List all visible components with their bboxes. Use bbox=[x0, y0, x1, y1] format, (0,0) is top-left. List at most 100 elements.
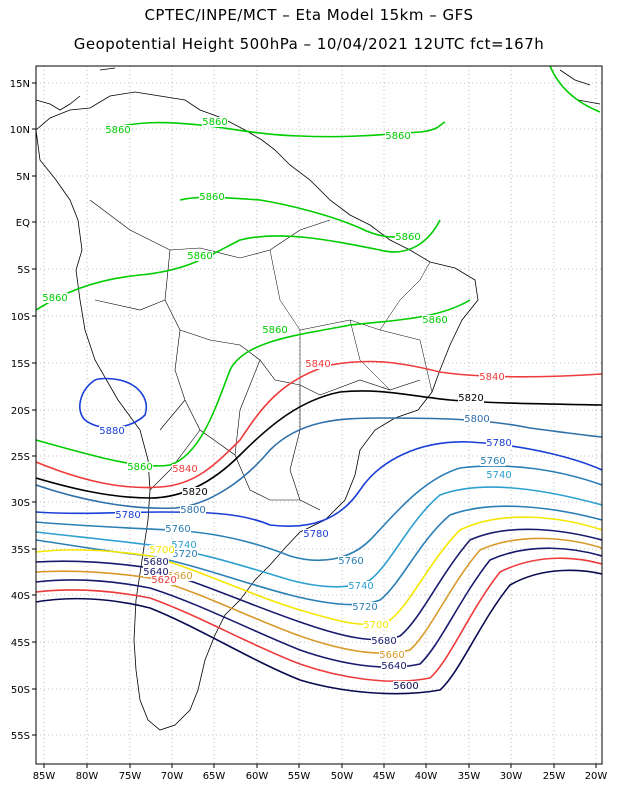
contour-label-background bbox=[305, 359, 331, 369]
contour-label: 5860 bbox=[395, 232, 420, 243]
contour-label-background bbox=[480, 456, 506, 466]
latitude-label: 5S bbox=[17, 265, 30, 276]
latitude-label: 5N bbox=[16, 172, 30, 183]
contour-label: 5820 bbox=[458, 393, 483, 404]
contour-label-background bbox=[486, 438, 512, 448]
contour-label: 5880 bbox=[99, 426, 124, 437]
latitude-label: 10N bbox=[10, 125, 30, 136]
contour-label: 5860 bbox=[262, 325, 287, 336]
contour-label: 5660 bbox=[167, 571, 192, 582]
contour-label-background bbox=[348, 581, 374, 591]
contour-label: 5800 bbox=[464, 414, 489, 425]
longitude-label: 25W bbox=[543, 771, 566, 782]
longitude-label: 30W bbox=[500, 771, 523, 782]
longitude-label: 70W bbox=[161, 771, 184, 782]
contour-label-background bbox=[371, 636, 397, 646]
contour-label: 5600 bbox=[393, 681, 418, 692]
contour-label: 5680 bbox=[143, 557, 168, 568]
longitude-label: 75W bbox=[119, 771, 142, 782]
latitude-label: 15N bbox=[10, 79, 30, 90]
contour-label-background bbox=[352, 602, 378, 612]
contour-label: 5720 bbox=[172, 549, 197, 560]
longitude-label: 65W bbox=[203, 771, 226, 782]
contour-label-background bbox=[199, 192, 225, 202]
contour-lines bbox=[36, 66, 602, 695]
contour-5880 bbox=[79, 377, 147, 429]
contour-label-background bbox=[167, 571, 193, 581]
contour-label-background bbox=[180, 505, 206, 515]
country-borders bbox=[89, 199, 421, 511]
contour-label-background bbox=[172, 464, 198, 474]
longitude-label: 60W bbox=[246, 771, 269, 782]
contour-label-background bbox=[165, 524, 191, 534]
contour-label: 5860 bbox=[202, 117, 227, 128]
contour-5860 bbox=[179, 196, 411, 238]
latitude-label: 50S bbox=[11, 685, 30, 696]
contour-5760 bbox=[36, 465, 602, 562]
contour-label: 5760 bbox=[480, 456, 505, 467]
contour-5840 bbox=[36, 360, 602, 489]
contour-5820 bbox=[36, 390, 602, 499]
contour-label: 5740 bbox=[348, 581, 373, 592]
contour-label-background bbox=[143, 567, 169, 577]
contour-label-background bbox=[338, 556, 364, 566]
longitude-label: 45W bbox=[373, 771, 396, 782]
axis-ticks bbox=[32, 82, 597, 768]
contour-label-background bbox=[486, 470, 512, 480]
contour-5860 bbox=[104, 121, 446, 138]
contour-label-background bbox=[105, 125, 131, 135]
contour-5860 bbox=[549, 66, 601, 113]
contour-label-background bbox=[127, 462, 153, 472]
latitude-label: EQ bbox=[16, 218, 30, 229]
contour-5640 bbox=[36, 547, 602, 668]
contour-label-background bbox=[172, 549, 198, 559]
latitude-labels: 15N 10N 5N EQ 5S 10S 15S 20S 25S 30S 35S 40S 45S 50S 5… bbox=[10, 79, 30, 742]
contour-label-background bbox=[151, 575, 177, 585]
latitude-label: 25S bbox=[11, 452, 30, 463]
contour-label: 5620 bbox=[151, 575, 176, 586]
contour-label-background bbox=[182, 487, 208, 497]
contour-label: 5780 bbox=[115, 510, 140, 521]
contour-5740 bbox=[36, 486, 602, 588]
latitude-label: 20S bbox=[11, 406, 30, 417]
contour-label-background bbox=[187, 251, 213, 261]
contour-label: 5760 bbox=[165, 524, 190, 535]
south-america-coastline bbox=[36, 91, 479, 731]
contour-5680 bbox=[36, 528, 602, 641]
contour-label: 5860 bbox=[105, 125, 130, 136]
longitude-label: 40W bbox=[415, 771, 438, 782]
central-america-coastline bbox=[36, 67, 601, 111]
latitude-label: 35S bbox=[11, 545, 30, 556]
contour-label: 5780 bbox=[303, 529, 328, 540]
contour-5860 bbox=[36, 219, 441, 311]
map-subtitle: Geopotential Height 500hPa – 10/04/2021 … bbox=[73, 35, 545, 53]
contour-label-background bbox=[42, 293, 68, 303]
latitude-label: 55S bbox=[11, 731, 30, 742]
contour-label-background bbox=[171, 540, 197, 550]
contour-label: 5640 bbox=[143, 567, 168, 578]
contour-label-background bbox=[464, 414, 490, 424]
contour-label-background bbox=[202, 117, 228, 127]
contour-label-background bbox=[262, 325, 288, 335]
contour-label: 5700 bbox=[363, 620, 388, 631]
contour-label: 5680 bbox=[371, 636, 396, 647]
contour-label: 5860 bbox=[422, 315, 447, 326]
contour-label: 5860 bbox=[199, 192, 224, 203]
contour-label-background bbox=[303, 529, 329, 539]
latitude-label: 45S bbox=[11, 638, 30, 649]
contour-label-background bbox=[379, 650, 405, 660]
contour-label: 5740 bbox=[486, 470, 511, 481]
contour-label-background bbox=[363, 620, 389, 630]
contour-label-background bbox=[115, 510, 141, 520]
contour-label: 5860 bbox=[187, 251, 212, 262]
contour-5620 bbox=[36, 557, 602, 682]
longitude-label: 50W bbox=[331, 771, 354, 782]
contour-5800 bbox=[36, 417, 602, 510]
contour-5860 bbox=[36, 299, 471, 467]
contour-label: 5800 bbox=[180, 505, 205, 516]
contour-labels: 5860 5860 5860 5860 5860 5860 5860 5860 5860 5860… bbox=[42, 117, 512, 692]
contour-label-background bbox=[479, 372, 505, 382]
contour-label-background bbox=[381, 661, 407, 671]
longitude-labels: 85W 80W 75W 70W 65W 60W 55W 50W 45W 40W 35W 30W 25W 2… bbox=[33, 771, 608, 782]
